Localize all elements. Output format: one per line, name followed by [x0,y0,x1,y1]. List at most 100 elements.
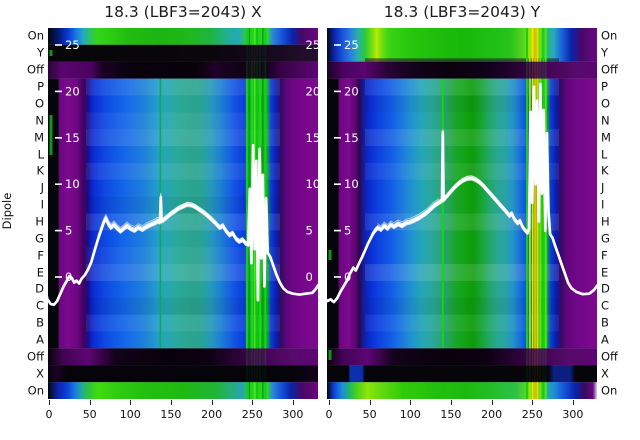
white-trace [48,143,318,307]
row-label: N [601,113,610,128]
value-tick-label: 5 [65,224,72,238]
row-label: L [37,146,44,161]
row-label: X [36,365,44,380]
value-tick-dash [55,183,62,185]
row-banding-overlay [86,247,280,265]
row-label: D [601,281,610,296]
heatmap-band-on-top [327,28,597,62]
row-label: I [601,197,605,212]
value-tick-label-right: 20 [306,84,319,98]
x-tick-label: 200 [201,408,223,421]
row-label: O [34,96,44,111]
x-tick-mark [49,400,50,405]
first-column-mark [49,115,53,155]
row-banding-overlay [365,78,559,96]
row-label: A [36,332,44,347]
value-tick-label-right: 10 [306,177,319,191]
row-label: On [601,382,618,397]
row-label: J [40,180,44,195]
x-tick-mark [369,400,371,405]
row-label: Off [27,349,44,364]
value-tick-label: 25 [344,38,359,52]
row-banding-overlay [86,129,280,147]
row-label: Y [36,45,44,60]
value-tick-label: 10 [65,177,80,191]
value-tick-label: 20 [65,84,80,98]
row-label: G [601,231,610,246]
white-trace [90,194,249,261]
value-tick-label: 5 [344,224,351,238]
row-label: N [35,113,44,128]
row-banding-overlay [365,314,559,332]
x-tick-label: 300 [562,408,584,421]
x-tick-mark [410,400,412,405]
x-tick-label: 250 [241,408,263,421]
white-trace [377,198,440,227]
bright-stripe [531,28,534,399]
value-tick-label-right: 5 [306,224,313,238]
row-label: Off [601,62,618,77]
value-tick-label: 20 [344,84,359,98]
row-label: Y [601,45,609,60]
row-label: X [601,365,609,380]
row-banding-overlay [365,297,559,315]
value-tick-label: 15 [344,131,359,145]
x-tick-label: 150 [160,408,182,421]
x-tick-mark [532,400,534,405]
white-trace [93,198,247,254]
row-label: O [601,96,611,111]
x-tick-label: 300 [282,408,304,421]
row-banding-overlay [365,162,559,180]
x-tick-mark [211,400,213,405]
value-tick-label-right: 0 [306,270,313,284]
x-tick-label: 50 [82,408,97,421]
x-tick-label: 50 [362,408,377,421]
heatmap-band-on-top [48,28,318,45]
row-banding-overlay [86,297,280,315]
bright-stripe [534,28,537,399]
row-banding-overlay [86,314,280,332]
value-tick-dash [334,229,341,232]
row-label: H [601,214,610,229]
row-label: M [34,129,44,144]
value-tick-dash [55,90,62,93]
value-tick-label: 10 [344,177,359,191]
value-tick-dash [334,137,341,139]
x-tick-mark [491,400,493,405]
heatmap-band-off-bottom-dim [327,348,597,366]
value-tick-label: 15 [65,131,80,145]
heatmap-band-y-row-dim [48,44,318,62]
x-tick-label: 100 [399,408,421,421]
white-trace [327,82,597,304]
row-label: F [37,247,44,262]
row-banding-overlay [365,213,559,231]
row-banding-overlay [86,78,280,96]
heatmap-band-body [327,78,597,349]
row-banding-overlay [365,95,559,113]
row-banding-overlay [86,264,280,281]
row-label: B [601,315,609,330]
heatmap-band-on-bottom [48,382,318,399]
row-label: C [35,298,44,313]
first-column-mark [49,50,53,56]
row-label: P [601,79,608,94]
white-trace [97,192,163,237]
row-label: Off [27,62,44,77]
x-tick-label: 0 [45,408,53,421]
row-label: E [36,264,44,279]
heatmap-band-on-bottom [327,382,597,399]
value-tick-dash [55,229,62,232]
row-label: K [601,163,609,178]
row-label: L [601,146,608,161]
panel-title-y: 18.3 (LBF3=2043) Y [383,3,541,21]
white-trace [373,133,524,234]
row-banding-overlay [365,58,559,62]
heatmap-band-off-top-dim [48,61,318,79]
value-tick-dash [334,44,341,46]
row-label: I [40,197,44,212]
value-tick-dash [55,276,62,278]
row-banding-overlay [365,264,559,281]
